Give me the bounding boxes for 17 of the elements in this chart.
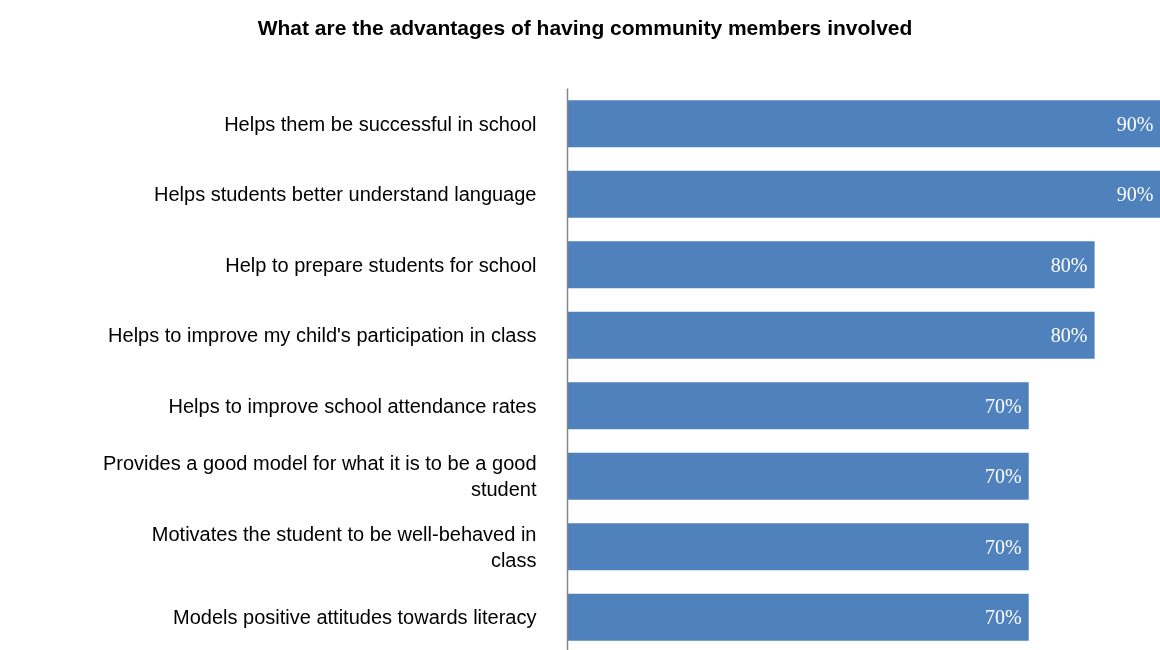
- y-tick-label: Helps to improve my child's participation in class: [108, 324, 537, 347]
- y-tick-label: Provides a good model for what it is to be a good student: [102, 452, 537, 501]
- y-tick-label: Motivates the student to be well-behaved in class: [151, 522, 537, 571]
- data-label: 80%: [1050, 253, 1088, 276]
- y-tick-label: Helps students better understand language: [154, 183, 537, 206]
- chart-title: What are the advantages of having community members involved: [257, 15, 913, 41]
- data-label: 70%: [984, 394, 1022, 417]
- data-label: 70%: [984, 465, 1022, 488]
- y-tick-label: Helps to improve school attendance rates: [168, 394, 537, 417]
- data-label: 70%: [984, 606, 1022, 629]
- data-label: 90%: [1116, 183, 1154, 206]
- y-tick-label: Helps them be successful in school: [224, 112, 537, 135]
- data-label: 70%: [984, 535, 1022, 558]
- data-label: 90%: [1116, 112, 1154, 135]
- data-label: 80%: [1050, 324, 1088, 347]
- y-tick-label: Models positive attitudes towards literacy: [173, 606, 537, 629]
- y-tick-label: Help to prepare students for school: [225, 253, 537, 276]
